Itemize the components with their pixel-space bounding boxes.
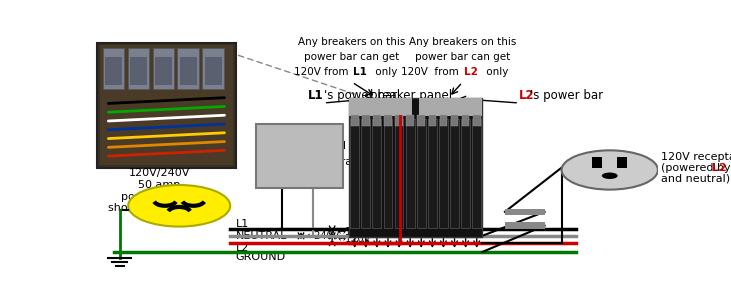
Bar [505,222,545,229]
Text: and neutral): and neutral) [287,156,360,166]
Text: Any breakers on this: Any breakers on this [409,37,516,47]
Bar [351,115,358,126]
Bar [472,119,481,228]
Text: L1: L1 [236,219,249,229]
Text: L2: L2 [236,243,249,253]
Bar [384,115,392,126]
Bar [128,47,149,89]
Text: shore power (grid): shore power (grid) [108,203,211,213]
Bar [428,119,436,228]
Text: power in from: power in from [121,191,198,202]
Bar [505,208,545,215]
Text: 120V from: 120V from [294,67,352,77]
Circle shape [128,185,230,226]
Text: L1: L1 [277,156,292,166]
Bar [105,57,122,85]
Bar [100,45,233,165]
Bar [473,115,480,126]
Bar [97,43,236,168]
Bar [616,157,626,168]
Text: power bar can get: power bar can get [304,52,400,62]
Text: breaker panel: breaker panel [371,89,452,102]
Text: and neutral): and neutral) [661,173,730,183]
Bar [462,115,469,126]
Bar [406,119,414,228]
Bar [384,119,393,228]
Text: ↔120V: ↔120V [337,234,371,244]
Circle shape [561,150,658,190]
Bar [361,119,370,228]
Bar [406,115,414,126]
Text: itioner (powered: itioner (powered [254,141,346,152]
Bar [417,115,425,126]
Text: 's power bar: 's power bar [324,89,397,102]
Text: NEUTRAL: NEUTRAL [236,231,287,241]
Bar [373,115,381,126]
Text: 120V  from: 120V from [401,67,463,77]
Bar [256,124,344,188]
Circle shape [602,172,618,179]
Text: GROUND: GROUND [236,252,286,262]
Bar [349,98,412,116]
Bar [102,47,124,89]
Text: Any breakers on this: Any breakers on this [298,37,406,47]
Text: L2: L2 [463,67,477,77]
Text: power bar can get: power bar can get [414,52,510,62]
Text: 120V air cond-: 120V air cond- [259,130,341,140]
Text: only: only [483,67,509,77]
Text: only: only [372,67,397,77]
Bar [395,119,404,228]
Bar [439,119,448,228]
Bar [373,119,382,228]
Bar [178,47,199,89]
Text: 120V receptacle: 120V receptacle [661,152,731,162]
Bar [395,115,403,126]
Text: 's power bar: 's power bar [531,89,604,102]
Bar [130,57,147,85]
Bar [362,115,370,126]
Bar [450,119,459,228]
Bar [428,115,436,126]
Text: by: by [260,156,277,166]
Bar [155,57,172,85]
Text: ↔120V: ↔120V [337,227,371,237]
Bar [451,115,458,126]
Bar [591,157,602,168]
Text: 120V/240V: 120V/240V [129,168,190,178]
Text: (powered by: (powered by [661,163,731,173]
Text: L1: L1 [353,67,367,77]
Bar [350,119,359,228]
Bar [417,119,425,228]
Bar [461,119,470,228]
Bar [202,47,224,89]
Text: L1: L1 [308,89,324,102]
Text: 50 amp: 50 amp [138,180,181,190]
Bar [349,98,482,237]
Text: L2: L2 [712,163,727,173]
Text: L2: L2 [519,89,534,102]
Bar [205,57,221,85]
Bar [153,47,174,89]
Text: ↔240V: ↔240V [307,231,340,241]
Bar [419,98,482,116]
Bar [180,57,197,85]
Bar [439,115,447,126]
